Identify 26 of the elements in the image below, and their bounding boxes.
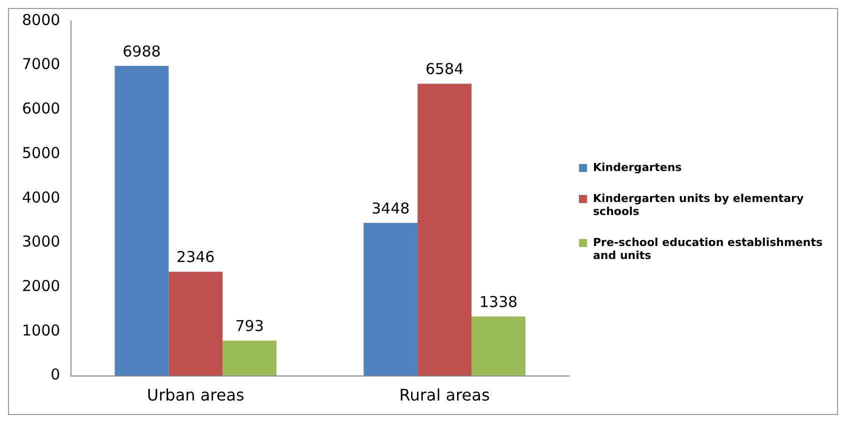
bar — [168, 272, 223, 376]
data-label: 2346 — [176, 248, 215, 266]
data-label: 1338 — [479, 292, 518, 311]
y-tick-label: 0 — [50, 366, 60, 384]
y-tick-label: 4000 — [22, 188, 60, 206]
x-tick-label: Rural areas — [399, 386, 490, 405]
bar — [114, 66, 169, 376]
legend-label: Kindergartens — [593, 161, 682, 174]
y-tick-label: 8000 — [22, 10, 60, 29]
data-label: 3448 — [372, 199, 410, 218]
bar — [418, 84, 472, 376]
bar — [472, 316, 526, 376]
bar — [222, 340, 277, 376]
y-tick-label: 3000 — [22, 232, 60, 251]
y-tick-label: 6000 — [22, 100, 60, 118]
data-label: 6988 — [122, 42, 161, 60]
y-tick-label: 7000 — [22, 55, 60, 74]
legend-label: Kindergarten units by elementary schools — [593, 192, 805, 218]
bar — [364, 222, 418, 376]
data-label: 793 — [235, 317, 264, 336]
x-tick-label: Urban areas — [146, 386, 244, 405]
y-tick-label: 5000 — [22, 144, 60, 162]
legend-label: Pre-school education establishments and units — [593, 236, 824, 262]
y-tick-label: 1000 — [22, 321, 60, 340]
y-tick-label: 2000 — [22, 276, 60, 295]
data-label: 6584 — [425, 60, 464, 78]
